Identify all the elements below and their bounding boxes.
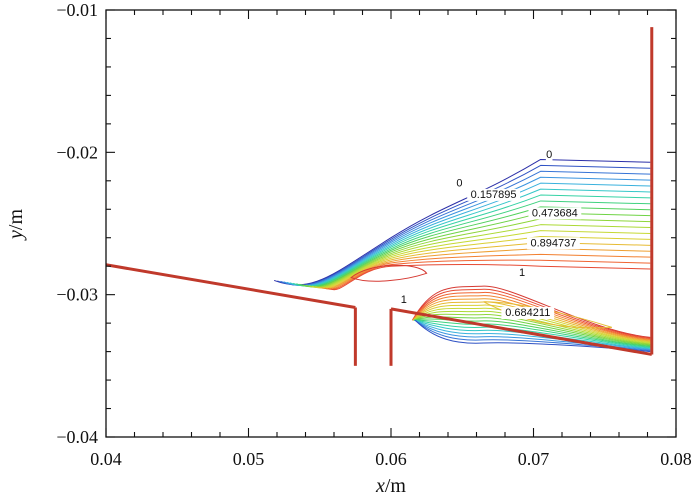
upper-contour-line [302, 212, 651, 288]
contour-label: 1 [519, 267, 525, 279]
upper-contour-line [311, 230, 651, 289]
geometry-walls-group [105, 27, 654, 366]
y-axis-label: y/m [5, 209, 27, 241]
contour-label: 0.473684 [532, 207, 578, 219]
lower-contour-line [414, 319, 651, 350]
upper-contour-line [315, 236, 651, 289]
contour-label-bg [528, 207, 582, 220]
upper-contour-line [292, 194, 651, 287]
upper-contour-line [330, 264, 651, 291]
lower-contour-line [413, 313, 651, 345]
upper-contour-line [289, 188, 651, 287]
lower-contour-line [412, 291, 651, 340]
upstream-wall [105, 263, 356, 309]
lower-contour-line [412, 295, 651, 341]
contour-label-bg [501, 307, 555, 320]
upper-contour-line [299, 206, 651, 288]
upper-contour-line [327, 259, 651, 290]
contour-label-bg [456, 177, 463, 190]
lower-contour-line [412, 304, 651, 343]
lower-contour-line [414, 319, 651, 353]
contour-lines-group [273, 158, 651, 353]
contour-label: 0 [546, 149, 552, 161]
contour-label: 0.157895 [471, 189, 517, 201]
contour-label-bg [527, 237, 580, 250]
contour-label-bg [467, 188, 520, 201]
y-tick-label: −0.03 [56, 285, 98, 305]
contour-label-bg [400, 294, 408, 307]
x-tick-label: 0.05 [233, 449, 265, 469]
recirculation-contour [350, 264, 428, 282]
lower-contour-line [412, 298, 651, 342]
lower-contour-line [414, 319, 651, 348]
x-tick-label: 0.06 [375, 449, 407, 469]
upper-contour-line [273, 158, 651, 286]
upper-contour-line [321, 247, 651, 290]
lower-contour-line [411, 285, 651, 338]
contour-label-bg [545, 149, 553, 162]
contour-label: 1 [401, 294, 407, 306]
lower-contour-line [412, 288, 651, 339]
contour-label-bg [518, 267, 526, 280]
lower-contour-line [414, 318, 651, 347]
lower-contour-line [414, 319, 651, 349]
plot-frame [105, 9, 677, 438]
contour-label: 0.684211 [505, 307, 550, 319]
x-tick-label: 0.08 [660, 449, 692, 469]
upper-contour-line [283, 176, 651, 286]
contour-label: 0.894737 [531, 237, 577, 249]
tick-labels-group: 0.04 0.05 0.06 0.07 0.08 −0.04 −0.03 −0.02 −0.01 [56, 0, 691, 469]
x-axis-label: x/m [375, 475, 406, 497]
upper-contour-line [318, 241, 651, 289]
y-tick-label: −0.02 [56, 142, 98, 162]
upper-contour-line [305, 218, 651, 288]
upper-contour-line [296, 200, 651, 288]
lower-contour-line [413, 307, 651, 344]
upper-contour-line [324, 253, 651, 290]
downstream-wall [390, 307, 653, 356]
axis-ticks-group [105, 9, 677, 438]
x-tick-label: 0.07 [518, 449, 550, 469]
upper-contour-line [280, 170, 651, 286]
contour-label: 0 [456, 177, 462, 189]
y-tick-label: −0.01 [56, 0, 98, 20]
upper-contour-line [308, 224, 651, 288]
contour-labels-group: 0 0 0.157895 0.473684 0.894737 1 1 0.684211 [400, 149, 582, 320]
x-tick-label: 0.04 [90, 449, 122, 469]
y-tick-label: −0.04 [56, 427, 98, 447]
lower-contour-line [413, 310, 651, 345]
